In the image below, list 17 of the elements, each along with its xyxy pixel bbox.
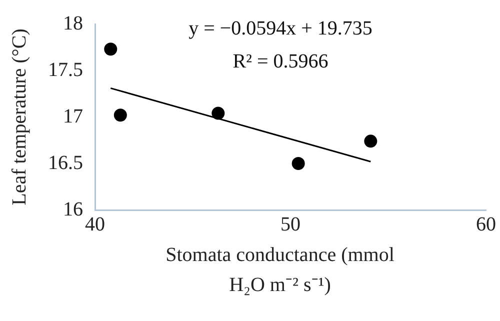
point — [292, 157, 305, 170]
x-axis-title: Stomata conductance (mmol H₂O m⁻² s⁻¹) — [164, 243, 396, 298]
point — [114, 108, 127, 122]
y-tick-label: 16 — [63, 198, 83, 220]
point — [104, 42, 118, 56]
point — [364, 134, 378, 148]
y-tick-label: 18 — [63, 12, 83, 34]
y-tick-label: 17.5 — [48, 58, 83, 81]
x-tick-label: 60 — [476, 213, 496, 236]
y-axis-title: Leaf temperature (°C) — [8, 28, 30, 206]
annotation: y = −0.0594x + 19.735 — [188, 17, 372, 40]
annotation: R² = 0.5966 — [232, 50, 328, 72]
y-tick-label: 17 — [63, 105, 83, 128]
x-tick-label: 40 — [85, 213, 105, 236]
x-tick-label: 50 — [280, 213, 300, 236]
point — [212, 106, 225, 120]
y-tick-label: 16.5 — [48, 152, 83, 174]
